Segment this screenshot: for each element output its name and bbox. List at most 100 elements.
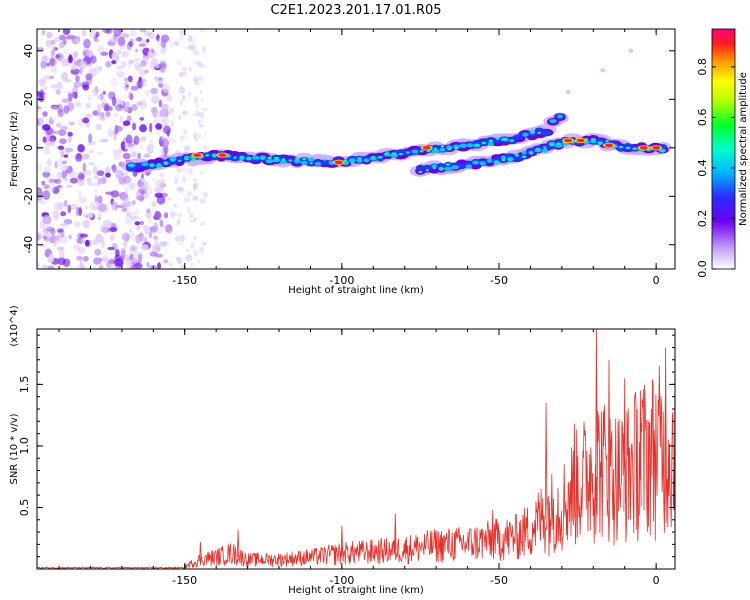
- noise-blob: [130, 85, 139, 91]
- noise-blob: [178, 212, 182, 218]
- noise-blob: [113, 29, 122, 37]
- ridge-1-cell: [178, 159, 182, 162]
- noise-blob: [139, 117, 145, 121]
- noise-blob: [150, 87, 158, 95]
- noise-blob: [135, 223, 141, 231]
- snr-spike: [673, 372, 675, 510]
- noise-blob: [46, 158, 52, 167]
- noise-blob: [121, 207, 127, 213]
- noise-blob: [98, 103, 105, 110]
- noise-blob: [97, 45, 105, 53]
- noise-blob: [167, 229, 173, 236]
- noise-blob: [103, 104, 110, 112]
- noise-blob: [565, 90, 571, 94]
- ridge-1-cell: [322, 158, 328, 161]
- noise-blob: [107, 91, 115, 100]
- noise-blob: [77, 247, 86, 254]
- noise-blob: [82, 117, 90, 124]
- noise-blob: [119, 115, 124, 123]
- colorbar-tick-label: 0.4: [696, 159, 709, 177]
- noise-blob: [100, 139, 109, 143]
- noise-blob: [148, 217, 152, 224]
- noise-blob: [39, 117, 44, 126]
- noise-blob: [150, 58, 159, 68]
- noise-blob: [54, 161, 58, 169]
- noise-blob: [87, 140, 96, 146]
- noise-blob: [111, 201, 117, 211]
- noise-blob: [101, 227, 109, 233]
- noise-blob: [82, 153, 90, 160]
- noise-blob: [139, 124, 148, 133]
- noise-blob: [158, 82, 164, 88]
- noise-blob: [89, 29, 97, 38]
- hotspot-core: [576, 138, 585, 143]
- noise-blob: [79, 173, 85, 180]
- ridge-1-cell: [307, 157, 315, 162]
- noise-blob: [118, 161, 123, 167]
- noise-blob: [183, 196, 187, 204]
- noise-blob: [67, 204, 72, 214]
- noise-blob: [94, 248, 102, 256]
- noise-blob: [130, 215, 139, 220]
- noise-blob: [188, 66, 192, 72]
- ridge-1-cell: [141, 162, 149, 167]
- noise-blob: [158, 228, 164, 234]
- noise-blob: [140, 136, 147, 142]
- noise-blob: [128, 59, 135, 65]
- noise-blob: [122, 33, 130, 38]
- x-tick-label: -150: [172, 574, 197, 587]
- noise-blob: [78, 196, 88, 203]
- noise-blob: [153, 241, 158, 249]
- noise-blob: [122, 200, 127, 205]
- noise-blob: [45, 226, 55, 232]
- ridge-2-cell: [549, 143, 555, 147]
- noise-blob: [93, 38, 99, 42]
- noise-blob: [92, 242, 100, 246]
- noise-blob: [58, 41, 65, 49]
- noise-blob: [135, 37, 143, 42]
- noise-blob: [149, 122, 153, 133]
- noise-blob: [138, 144, 144, 149]
- noise-blob: [49, 179, 59, 183]
- noise-blob: [151, 95, 159, 104]
- y-tick-label: 20: [22, 92, 35, 106]
- noise-blob: [60, 148, 64, 158]
- noise-blob: [55, 89, 61, 95]
- noise-blob: [184, 70, 188, 76]
- noise-blob: [161, 117, 169, 125]
- colorbar-tick-label: 0.2: [696, 210, 709, 228]
- noise-blob: [67, 170, 77, 178]
- noise-blob: [198, 134, 202, 138]
- ridge-1-cell: [265, 159, 274, 164]
- noise-blob: [86, 50, 93, 58]
- noise-blob: [151, 201, 157, 208]
- noise-blob: [128, 182, 136, 190]
- noise-blob: [97, 212, 102, 218]
- noise-blob: [95, 123, 102, 131]
- noise-blob: [55, 54, 61, 59]
- ridge-1-cell: [439, 147, 446, 152]
- noise-blob: [101, 176, 107, 185]
- noise-blob: [173, 203, 178, 208]
- ridge-1-cell: [300, 160, 308, 165]
- ridge-1-cell: [466, 143, 474, 148]
- noise-blob: [98, 264, 104, 269]
- ridge-2-cell: [500, 155, 507, 160]
- noise-blob: [178, 71, 184, 78]
- noise-blob: [83, 169, 92, 176]
- noise-blob: [42, 228, 51, 233]
- noise-blob: [43, 235, 48, 240]
- noise-blob: [169, 41, 173, 49]
- noise-blob: [103, 219, 112, 226]
- noise-blob: [93, 257, 102, 265]
- ridge-2-cell: [457, 163, 467, 170]
- noise-blob: [88, 149, 95, 154]
- noise-blob: [193, 178, 198, 182]
- noise-blob: [134, 62, 142, 71]
- noise-blob: [178, 114, 182, 120]
- noise-blob: [60, 211, 67, 217]
- ridge-1-cell: [459, 143, 468, 148]
- noise-blob: [184, 145, 191, 151]
- noise-blob: [92, 110, 99, 116]
- noise-blob: [170, 211, 176, 219]
